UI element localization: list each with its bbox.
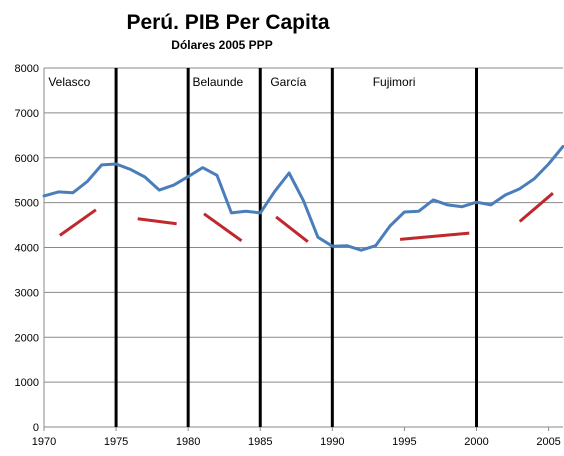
gdp-series-line bbox=[42, 145, 564, 252]
trend-line bbox=[58, 208, 97, 237]
x-tick-label: 1990 bbox=[320, 436, 344, 448]
y-tick-label: 1000 bbox=[15, 377, 39, 389]
x-tick-label: 1995 bbox=[392, 436, 416, 448]
era-label: Velasco bbox=[48, 75, 90, 89]
trend-line bbox=[275, 215, 309, 243]
grid-lines bbox=[44, 67, 563, 383]
y-tick-label: 5000 bbox=[15, 198, 39, 210]
y-tick-label: 4000 bbox=[15, 243, 39, 255]
era-label: García bbox=[270, 75, 306, 89]
x-tick-label: 2005 bbox=[536, 436, 560, 448]
y-tick-label: 0 bbox=[33, 422, 39, 434]
x-tick-label: 2000 bbox=[464, 436, 488, 448]
y-tick-labels: 0 1000 2000 3000 4000 5000 6000 7000 8000 bbox=[15, 63, 39, 434]
x-tick-labels: 1970 1975 1980 1985 1990 1995 2000 2005 bbox=[32, 427, 561, 448]
trend-line bbox=[399, 231, 470, 241]
era-labels: Velasco Belaunde García Fujimori bbox=[48, 75, 415, 89]
era-label: Belaunde bbox=[192, 75, 243, 89]
chart-title: Perú. PIB Per Capita bbox=[126, 11, 329, 34]
trend-line bbox=[137, 217, 177, 226]
x-tick-label: 1980 bbox=[176, 436, 200, 448]
chart-subtitle: Dólares 2005 PPP bbox=[171, 38, 272, 52]
trend-lines bbox=[58, 192, 554, 243]
era-label: Fujimori bbox=[373, 75, 416, 89]
trend-line bbox=[518, 192, 554, 223]
series-layer bbox=[42, 145, 564, 252]
x-tick-label: 1975 bbox=[104, 436, 128, 448]
x-tick-label: 1985 bbox=[248, 436, 272, 448]
y-tick-label: 3000 bbox=[15, 287, 39, 299]
y-tick-label: 6000 bbox=[15, 153, 39, 165]
y-tick-label: 2000 bbox=[15, 332, 39, 344]
trend-line bbox=[203, 212, 243, 242]
y-tick-label: 7000 bbox=[15, 108, 39, 120]
x-tick-label: 1970 bbox=[32, 436, 56, 448]
y-tick-label: 8000 bbox=[15, 63, 39, 75]
